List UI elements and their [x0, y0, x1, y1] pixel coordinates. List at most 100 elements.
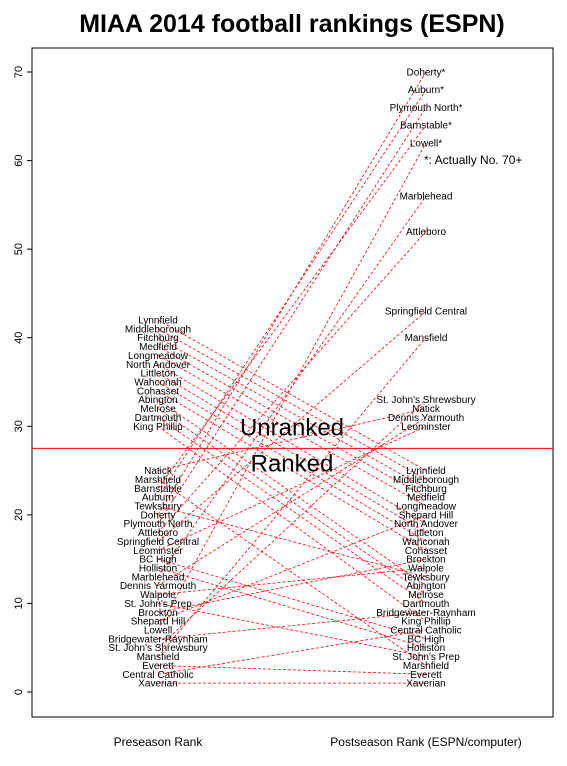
preseason-label: BC High — [139, 555, 176, 566]
postseason-label: Mansfield — [405, 333, 448, 344]
preseason-label: St. John's Shrewsbury — [108, 643, 207, 654]
y-tick-label: 70 — [13, 66, 25, 78]
preseason-label: Wahconah — [134, 378, 181, 389]
slope-line — [157, 381, 427, 542]
slope-line — [157, 425, 427, 551]
postseason-label: Attleboro — [406, 227, 446, 238]
preseason-label: Xaverian — [138, 679, 177, 690]
slope-line — [157, 390, 427, 551]
footnote: *: Actually No. 70+ — [424, 153, 522, 167]
postseason-label: Holliston — [407, 643, 445, 654]
unranked-label: Unranked — [240, 414, 344, 441]
plot-frame — [31, 47, 554, 718]
slope-line — [157, 328, 427, 480]
y-tick-label: 50 — [13, 243, 25, 255]
slope-lines — [157, 71, 427, 684]
slope-line — [157, 514, 427, 622]
postseason-label: Natick — [412, 404, 441, 415]
y-tick-label: 0 — [13, 689, 25, 695]
postseason-label: Doherty* — [407, 68, 446, 79]
postseason-label: BC High — [407, 634, 444, 645]
slope-line — [157, 505, 427, 578]
slope-line — [157, 399, 427, 587]
postseason-label: Melrose — [408, 590, 444, 601]
preseason-label: Brockton — [138, 608, 177, 619]
postseason-label: Lynnfield — [406, 466, 446, 477]
slope-line — [157, 567, 427, 649]
preseason-label: North Andover — [126, 360, 191, 371]
slope-line — [157, 337, 427, 489]
preseason-label: St. John's Prep — [124, 599, 192, 610]
postseason-label: Lowell* — [410, 138, 442, 149]
preseason-label: Natick — [144, 466, 173, 477]
y-axis: 0 10 20 30 40 50 60 70 — [13, 66, 32, 695]
postseason-label: St. John's Prep — [392, 652, 460, 663]
preseason-label: Lynnfield — [138, 316, 178, 327]
slope-line — [157, 310, 427, 542]
preseason-label: Mansfield — [137, 652, 180, 663]
slope-line — [157, 71, 427, 516]
preseason-label: Littleton — [140, 369, 175, 380]
preseason-label: Dennis Yarmouth — [120, 581, 196, 592]
preseason-label: Holliston — [139, 564, 177, 575]
preseason-label: Central Catholic — [122, 670, 193, 681]
preseason-label: Bridgewater-Raynham — [108, 634, 208, 645]
preseason-label: Longmeadow — [128, 351, 189, 362]
postseason-label: Springfield Central — [385, 307, 467, 318]
slope-line — [157, 231, 427, 533]
slope-line — [157, 124, 427, 489]
x-label-preseason: Preseason Rank — [114, 735, 204, 749]
postseason-label: Barnstable* — [400, 121, 452, 132]
slope-line — [157, 558, 427, 640]
preseason-label: Shepard Hill — [131, 617, 185, 628]
slope-line — [157, 363, 427, 525]
slope-line — [157, 603, 427, 657]
preseason-label: Melrose — [140, 404, 176, 415]
postseason-label: Dennis Yarmouth — [388, 413, 464, 424]
chart-title: MIAA 2014 football rankings (ESPN) — [79, 10, 505, 38]
postseason-label: Fitchburg — [405, 484, 447, 495]
slope-line — [157, 417, 427, 604]
preseason-label: Tewksbury — [134, 502, 181, 513]
preseason-label: Attleboro — [138, 528, 178, 539]
slope-line — [157, 319, 427, 471]
slope-line — [157, 408, 427, 471]
preseason-label: Marshfield — [135, 475, 181, 486]
y-tick-label: 10 — [13, 597, 25, 609]
postseason-label: Wahconah — [402, 537, 449, 548]
postseason-label: Central Catholic — [390, 626, 461, 637]
preseason-label: Dartmouth — [135, 413, 182, 424]
preseason-label: Plymouth North — [124, 519, 193, 530]
postseason-label: Cohasset — [405, 546, 447, 557]
postseason-label: Auburn* — [408, 85, 444, 96]
preseason-label: Leominster — [133, 546, 183, 557]
slope-line — [157, 479, 427, 666]
preseason-label: Barnstable — [134, 484, 182, 495]
postseason-label: King Phillip — [401, 617, 451, 628]
y-tick-label: 20 — [13, 509, 25, 521]
preseason-label: Cohasset — [137, 386, 179, 397]
slope-line — [157, 195, 427, 578]
preseason-label: Abington — [138, 395, 177, 406]
postseason-label: Dartmouth — [403, 599, 450, 610]
postseason-label: Everett — [410, 670, 442, 681]
slope-line — [157, 408, 427, 595]
slope-line — [157, 89, 427, 498]
preseason-label: Walpole — [140, 590, 176, 601]
postseason-label: Xaverian — [406, 679, 445, 690]
slope-line — [157, 425, 427, 622]
postseason-label: Medfield — [407, 493, 445, 504]
slope-line — [157, 107, 427, 524]
preseason-label: King Phillip — [133, 422, 183, 433]
y-tick-label: 60 — [13, 154, 25, 166]
postseason-labels: Xaverian Central Catholic Everett Mansfield… — [376, 68, 476, 690]
preseason-label: Middleborough — [125, 324, 191, 335]
preseason-label: Everett — [142, 661, 174, 672]
postseason-label: Marshfield — [403, 661, 449, 672]
slope-line — [157, 346, 427, 498]
postseason-label: Plymouth North* — [390, 103, 463, 114]
slope-line — [157, 665, 427, 675]
y-tick-label: 30 — [13, 420, 25, 432]
preseason-label: Lowell — [144, 626, 172, 637]
